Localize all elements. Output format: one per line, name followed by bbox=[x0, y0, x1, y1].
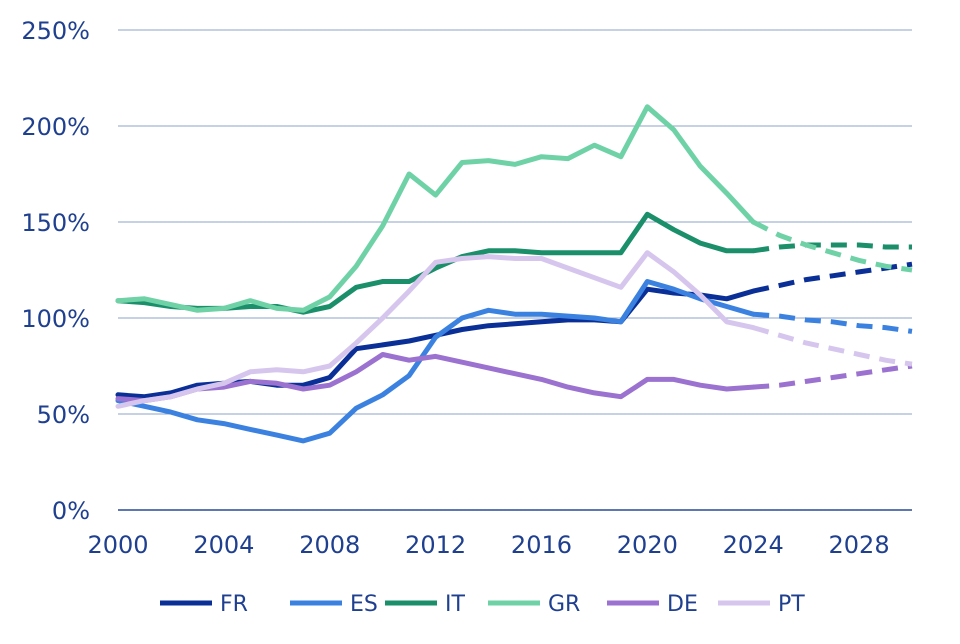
x-tick-label: 2012 bbox=[405, 531, 466, 559]
y-tick-label: 100% bbox=[21, 305, 90, 333]
series-line-projection bbox=[753, 311, 913, 334]
x-tick-label: 2004 bbox=[193, 531, 254, 559]
series-de bbox=[115, 352, 913, 404]
series-line-actual bbox=[115, 279, 756, 444]
legend-label: DE bbox=[667, 592, 698, 617]
y-tick-label: 200% bbox=[21, 113, 90, 141]
y-tick-label: 0% bbox=[52, 497, 90, 525]
series-line-actual bbox=[115, 352, 756, 404]
y-tick-label: 250% bbox=[21, 17, 90, 45]
x-tick-label: 2028 bbox=[829, 531, 890, 559]
legend-item-it: IT bbox=[385, 592, 465, 617]
series-line-projection bbox=[753, 363, 913, 390]
series-line-projection bbox=[752, 242, 912, 254]
legend-item-de: DE bbox=[607, 592, 698, 617]
legend-item-fr: FR bbox=[160, 592, 248, 617]
x-axis-tick-labels: 2000 2004 2008 2012 2016 2020 2024 2028 bbox=[87, 531, 889, 559]
y-axis-tick-labels: 0% 50% 100% 150% 200% 250% bbox=[21, 17, 90, 525]
series-line-projection bbox=[752, 325, 913, 367]
gridlines bbox=[118, 29, 912, 511]
legend-item-es: ES bbox=[290, 592, 378, 617]
legend-item-gr: GR bbox=[488, 592, 580, 617]
series-line-projection bbox=[752, 219, 913, 273]
y-tick-label: 150% bbox=[21, 209, 90, 237]
x-tick-label: 2024 bbox=[723, 531, 784, 559]
legend-label: ES bbox=[350, 592, 378, 617]
x-tick-label: 2000 bbox=[87, 531, 148, 559]
legend-label: PT bbox=[778, 592, 805, 617]
legend-label: GR bbox=[548, 592, 580, 617]
series-line-actual bbox=[115, 250, 756, 409]
legend-label: FR bbox=[220, 592, 248, 617]
series-line-actual bbox=[115, 104, 756, 313]
legend-label: IT bbox=[445, 592, 465, 617]
y-tick-label: 50% bbox=[37, 401, 90, 429]
legend: FR ES IT GR DE PT bbox=[160, 592, 805, 617]
series-it bbox=[115, 211, 912, 315]
x-tick-label: 2016 bbox=[511, 531, 572, 559]
x-tick-label: 2020 bbox=[617, 531, 678, 559]
series-gr bbox=[115, 104, 913, 313]
legend-item-pt: PT bbox=[718, 592, 805, 617]
series-lines bbox=[115, 104, 913, 444]
series-pt bbox=[115, 250, 913, 409]
series-es bbox=[115, 279, 913, 444]
x-tick-label: 2008 bbox=[299, 531, 360, 559]
